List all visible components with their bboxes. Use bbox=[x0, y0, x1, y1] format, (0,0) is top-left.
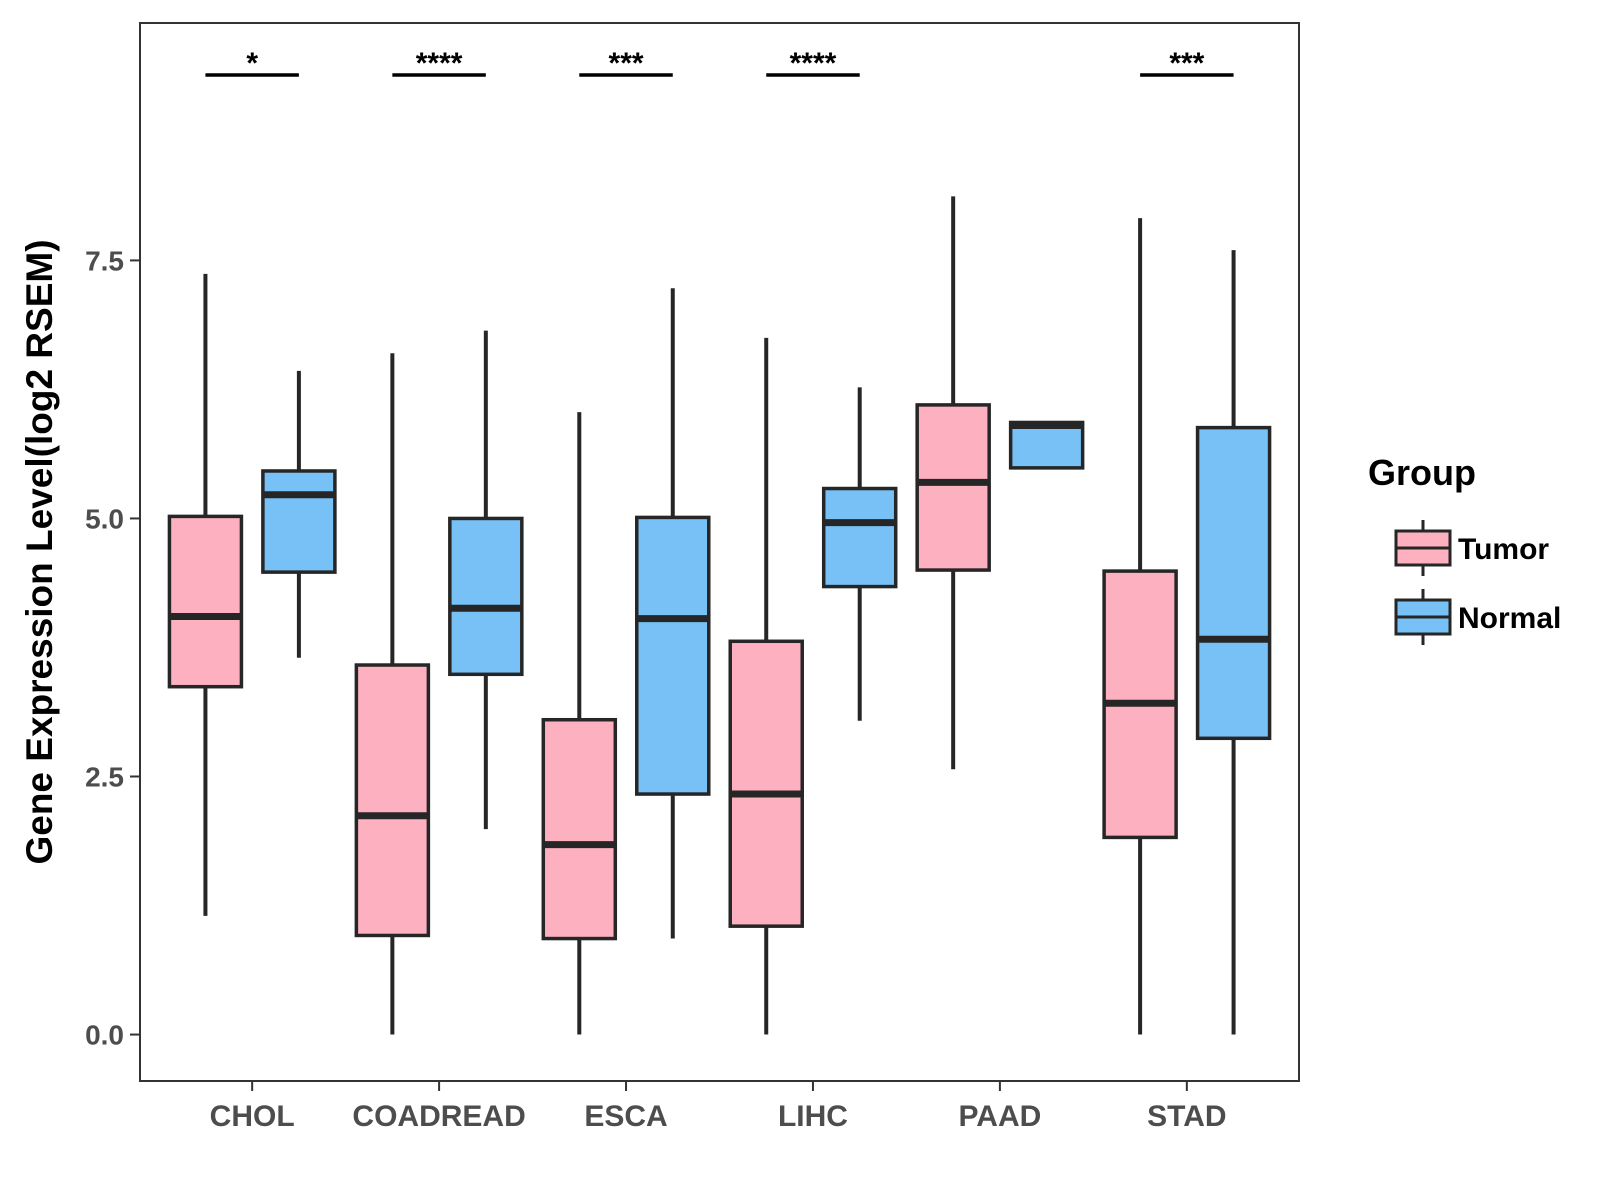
x-tick-label: LIHC bbox=[778, 1100, 848, 1133]
normal-box bbox=[448, 516, 524, 677]
significance-label: * bbox=[246, 47, 258, 80]
y-tick-label: 5.0 bbox=[85, 503, 124, 534]
x-tick-label: COADREAD bbox=[352, 1100, 525, 1133]
y-tick-label: 2.5 bbox=[85, 762, 124, 793]
tumor-box bbox=[354, 663, 431, 938]
y-tick-label: 7.5 bbox=[85, 245, 124, 276]
y-tick-label: 0.0 bbox=[85, 1020, 124, 1051]
x-tick-label: PAAD bbox=[959, 1100, 1042, 1133]
tumor-box bbox=[541, 717, 618, 941]
x-tick-label: STAD bbox=[1147, 1100, 1226, 1133]
legend-label-normal: Normal bbox=[1458, 602, 1561, 635]
x-tick-label: ESCA bbox=[584, 1100, 667, 1133]
significance-label: *** bbox=[1169, 47, 1204, 80]
normal-box bbox=[635, 515, 711, 796]
legend-title: Group bbox=[1368, 452, 1476, 493]
normal-box bbox=[1195, 425, 1272, 741]
y-axis: 0.0 2.5 5.0 7.5 bbox=[85, 245, 140, 1051]
legend: Group Tumor Normal bbox=[1368, 452, 1561, 645]
normal-box bbox=[821, 486, 898, 589]
panel-border bbox=[139, 22, 1300, 1082]
x-axis: CHOL COADREAD ESCA LIHC PAAD STAD bbox=[210, 1081, 1227, 1133]
significance-annotations: * **** *** **** *** bbox=[205, 47, 1234, 80]
significance-label: *** bbox=[609, 47, 644, 80]
tumor-box bbox=[915, 403, 991, 572]
legend-label-tumor: Tumor bbox=[1458, 533, 1549, 566]
tumor-box bbox=[167, 514, 244, 689]
tumor-box bbox=[728, 639, 804, 928]
x-tick-label: CHOL bbox=[210, 1100, 295, 1133]
box-series bbox=[167, 196, 1272, 1035]
normal-box bbox=[1008, 420, 1085, 470]
normal-box bbox=[261, 469, 337, 574]
y-axis-title: Gene Expression Level(log2 RSEM) bbox=[19, 239, 60, 864]
significance-label: **** bbox=[416, 47, 463, 80]
significance-label: **** bbox=[790, 47, 837, 80]
